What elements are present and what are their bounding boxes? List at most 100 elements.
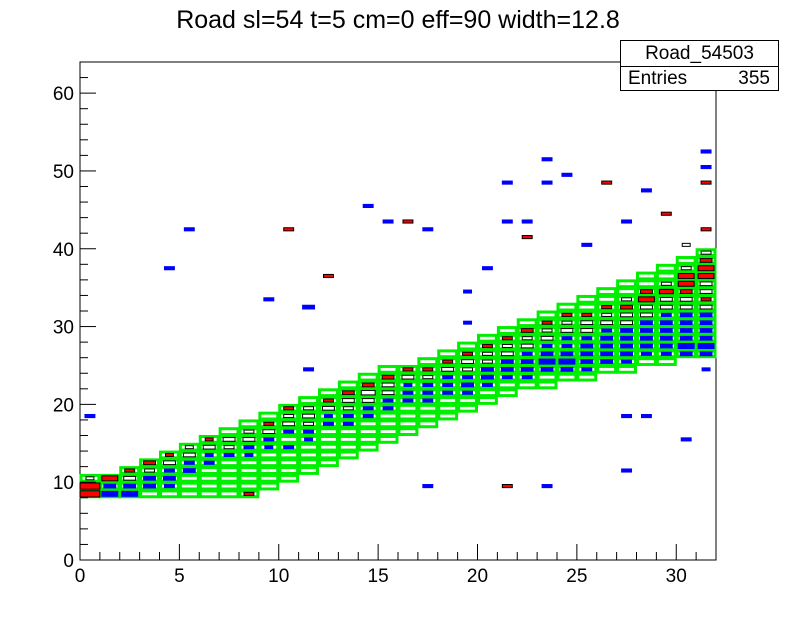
bin-blue bbox=[422, 484, 434, 489]
bin-blue bbox=[303, 429, 315, 434]
road-bin bbox=[377, 435, 399, 444]
bin-black bbox=[541, 328, 553, 333]
bin-blue bbox=[600, 351, 614, 357]
bin-blue bbox=[697, 343, 715, 350]
bin-blue bbox=[362, 406, 374, 411]
bin-blue bbox=[640, 188, 652, 193]
road-bin bbox=[536, 310, 558, 320]
road-bin bbox=[238, 458, 260, 468]
road-bin bbox=[337, 442, 359, 452]
road-bin bbox=[437, 396, 459, 405]
road-bin bbox=[417, 403, 439, 413]
bin-blue bbox=[304, 437, 314, 442]
x-tick-label: 10 bbox=[268, 566, 289, 587]
road-bin bbox=[119, 481, 141, 491]
road-bin bbox=[278, 473, 300, 483]
bin-red bbox=[700, 297, 712, 302]
bin-red bbox=[679, 289, 693, 294]
road-bin bbox=[198, 450, 220, 460]
road-bin bbox=[636, 271, 657, 281]
road-bin bbox=[218, 442, 240, 452]
bin-black bbox=[85, 476, 95, 481]
bin-black bbox=[123, 475, 137, 481]
bin-black bbox=[679, 296, 693, 302]
road-bin bbox=[695, 248, 717, 258]
road-bin bbox=[556, 302, 578, 312]
bin-black bbox=[462, 367, 474, 372]
bin-black bbox=[681, 242, 691, 247]
road-bin bbox=[337, 396, 359, 405]
bin-blue bbox=[263, 437, 275, 442]
road-bin bbox=[278, 435, 300, 444]
road-bin bbox=[556, 310, 578, 320]
bin-black bbox=[580, 328, 594, 333]
road-bin bbox=[198, 442, 220, 452]
bin-blue bbox=[600, 359, 614, 364]
road-bin bbox=[178, 442, 200, 452]
bin-blue bbox=[620, 343, 634, 349]
bin-blue bbox=[677, 343, 695, 350]
road-bin bbox=[357, 427, 379, 436]
road-bin bbox=[576, 341, 598, 351]
road-bin bbox=[218, 427, 240, 436]
bin-blue bbox=[560, 351, 574, 357]
road-bin bbox=[198, 473, 220, 483]
bin-red bbox=[677, 280, 695, 287]
road-bin bbox=[278, 411, 300, 421]
road-bin bbox=[318, 388, 339, 398]
road-bin bbox=[198, 435, 220, 444]
bin-blue bbox=[442, 390, 454, 395]
bin-black bbox=[202, 444, 216, 450]
heatmap-cells bbox=[79, 149, 715, 498]
road-bin bbox=[616, 364, 637, 374]
bin-black bbox=[303, 406, 315, 411]
road-bin bbox=[496, 388, 518, 398]
road-bin bbox=[556, 341, 578, 351]
road-bin bbox=[218, 473, 240, 483]
bin-blue bbox=[283, 429, 295, 434]
road-bin bbox=[298, 411, 319, 421]
road-bin bbox=[278, 419, 300, 429]
road-bin bbox=[238, 466, 260, 475]
bin-blue bbox=[639, 335, 653, 341]
road-bin bbox=[258, 442, 280, 452]
road-bin bbox=[695, 318, 717, 328]
road-bin bbox=[258, 427, 280, 436]
road-bin bbox=[536, 326, 558, 335]
bin-blue bbox=[362, 203, 374, 209]
road-bin bbox=[238, 427, 260, 436]
road-bin bbox=[516, 333, 538, 343]
road-bin bbox=[536, 372, 558, 382]
stats-entries-row: Entries 355 bbox=[621, 67, 778, 91]
bin-red bbox=[658, 288, 674, 295]
road-bin bbox=[655, 333, 677, 343]
bin-blue bbox=[659, 328, 673, 333]
bin-blue bbox=[639, 343, 653, 349]
bin-black bbox=[520, 343, 534, 349]
road-bin bbox=[496, 341, 518, 351]
road-bin bbox=[576, 302, 598, 312]
road-bin bbox=[337, 411, 359, 421]
road-bin bbox=[636, 279, 657, 289]
road-bin bbox=[278, 466, 300, 475]
bin-red bbox=[501, 336, 513, 341]
bin-blue bbox=[162, 475, 176, 481]
bin-black bbox=[381, 382, 395, 388]
bin-blue bbox=[244, 452, 254, 457]
road-bin bbox=[337, 435, 359, 444]
bin-blue bbox=[620, 328, 634, 333]
road-bin bbox=[437, 357, 459, 366]
bin-black bbox=[659, 296, 673, 302]
bin-black bbox=[639, 312, 653, 318]
road-bin bbox=[576, 364, 598, 374]
bin-blue bbox=[540, 351, 554, 357]
bin-blue bbox=[382, 219, 394, 224]
road-bin bbox=[357, 403, 379, 413]
bin-blue bbox=[480, 374, 494, 380]
road-bin bbox=[695, 333, 717, 343]
bin-black bbox=[283, 413, 295, 419]
road-bin bbox=[596, 294, 618, 304]
bin-blue bbox=[182, 468, 196, 473]
road-bin bbox=[159, 450, 180, 460]
bin-blue bbox=[521, 351, 533, 356]
